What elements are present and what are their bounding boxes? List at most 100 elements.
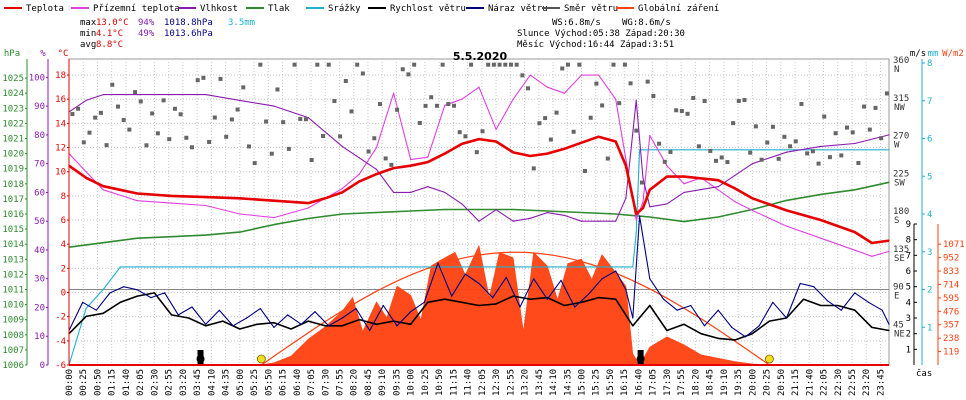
series-wind-gust-point [519, 306, 521, 308]
x-tick-label: 06:15 [279, 369, 289, 396]
series-ground-temperature-point [410, 159, 412, 161]
series-wind-gust-point [478, 282, 480, 285]
x-tick-label: 20:00 [748, 369, 758, 396]
series-temperature-point [734, 188, 736, 190]
mm-tick-label: 7 [927, 97, 932, 107]
series-humidity-point [529, 217, 531, 219]
wind-direction-mark [782, 134, 787, 139]
series-wind-speed-point [751, 333, 753, 335]
x-tick-label: 19:35 [734, 369, 744, 396]
wind-direction-mark [884, 91, 889, 96]
hpa-tick-label: 1008 [2, 331, 24, 341]
ms-tick-label: 3 [906, 314, 911, 324]
x-tick-label: 13:20 [521, 369, 531, 396]
wind-direction-mark [178, 112, 183, 117]
series-wind-gust-point [423, 301, 425, 303]
wind-direction-mark [258, 62, 263, 67]
x-tick-label: 14:10 [549, 369, 559, 396]
series-temperature-point [444, 153, 446, 155]
wind-direction-mark [452, 103, 457, 108]
pct-tick-label: 20 [34, 303, 45, 313]
x-tick-label: 22:05 [820, 369, 830, 396]
wind-direction-mark [486, 62, 491, 67]
series-temperature-point [170, 195, 173, 197]
wind-direction-mark [241, 85, 246, 90]
series-wind-gust-point [888, 323, 890, 325]
series-temperature-point [324, 197, 326, 199]
series-humidity-point [598, 220, 600, 222]
series-ground-temperature-point [273, 217, 275, 219]
series-temperature-point [580, 142, 583, 144]
mm-tick-label: 8 [927, 59, 932, 69]
series-wind-gust-point [744, 336, 747, 338]
series-wind-speed-point [239, 328, 241, 330]
ms-tick-label: 1 [906, 345, 911, 355]
series-pressure-point [580, 211, 583, 214]
series-wind-speed-point [478, 304, 480, 307]
stats-rain-value: 3.5mm [228, 18, 255, 28]
series-wind-gust-point [799, 282, 801, 285]
wind-direction-mark [246, 144, 251, 149]
series-ground-temperature-point [888, 250, 890, 252]
series-wind-speed-point [102, 312, 104, 314]
series-temperature-point [563, 148, 566, 150]
wind-direction-mark [543, 116, 548, 121]
wind-direction-mark [645, 79, 650, 84]
stats-press-value: 1018.8hPa [164, 18, 213, 28]
series-temperature-point [635, 213, 637, 215]
series-wind-gust-point [690, 304, 692, 307]
series-ground-temperature-point [854, 249, 856, 251]
pct-tick-label: 60 [34, 188, 45, 198]
x-tick-label: 03:45 [193, 369, 203, 396]
series-temperature-point [717, 179, 719, 181]
series-wind-gust-point [341, 317, 343, 319]
wind-direction-mark [457, 130, 462, 135]
x-tick-label: 14:35 [563, 369, 573, 396]
wind-direction-mark [696, 144, 701, 149]
wind-direction-mark [76, 106, 81, 111]
series-temperature-point [136, 192, 138, 195]
series-humidity-line [68, 94, 890, 222]
legend-label: Teplota [26, 4, 64, 14]
wind-direction-mark [514, 62, 519, 67]
x-tick-label: 11:15 [449, 369, 459, 396]
series-wind-gust-point [826, 300, 829, 302]
series-wind-speed-point [683, 323, 685, 325]
wind-direction-mark [634, 128, 639, 133]
sunrise-marker [256, 354, 266, 364]
series-wind-speed-point [358, 319, 360, 321]
mm-tick-label: 4 [927, 210, 932, 220]
x-tick-label: 17:55 [677, 369, 687, 396]
moonrise-marker [636, 355, 645, 363]
ms-tick-label: 8 [906, 236, 911, 246]
mm-tick-label: 5 [927, 172, 932, 182]
wind-direction-mark [879, 136, 884, 141]
wind-dir-compass-label: NW [894, 103, 905, 113]
wind-direction-mark [269, 151, 274, 156]
series-precipitation-point [888, 149, 890, 151]
wind-direction-mark [412, 62, 417, 67]
series-wind-gust-point [615, 270, 617, 272]
wind-dir-tick-label: 225 [893, 169, 909, 179]
series-wind-speed-point [119, 301, 121, 303]
wind-direction-mark [759, 157, 764, 162]
wind-direction-mark [714, 158, 719, 163]
series-wind-speed-point [666, 329, 668, 332]
pct-tick-label: 0 [40, 361, 45, 371]
stats-row-label: avg [80, 40, 96, 50]
series-ground-temperature-point [495, 128, 497, 130]
series-wind-gust-point [437, 262, 439, 264]
x-tick-label: 01:40 [122, 369, 132, 396]
series-wind-gust-point [717, 309, 719, 311]
x-tick-label: 12:55 [506, 369, 516, 396]
series-ground-temperature-point [666, 165, 668, 167]
wind-direction-mark [133, 90, 138, 95]
series-pressure-point [785, 199, 788, 201]
series-wind-gust-point [396, 325, 398, 327]
degc-tick-label: -2 [55, 313, 66, 323]
pct-tick-label: 40 [34, 246, 45, 256]
x-tick-label: 09:10 [378, 369, 388, 396]
wind-direction-mark [497, 62, 502, 67]
series-pressure-point [375, 211, 378, 214]
